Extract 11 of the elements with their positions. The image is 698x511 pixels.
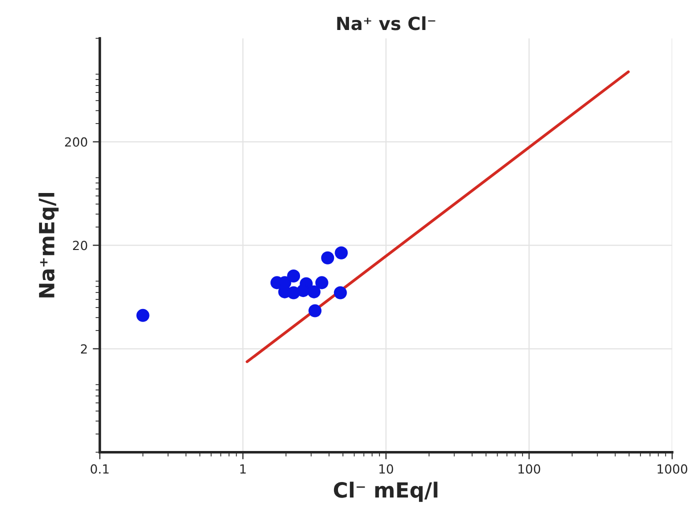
y-tick-label: 2 [80, 344, 87, 354]
chart-title: Na⁺ vs Cl⁻ [337, 16, 436, 30]
y-tick-label: 200 [65, 137, 88, 147]
y-axis-title: Na⁺mEq/l [38, 192, 59, 298]
x-tick-label: 100 [518, 464, 540, 474]
x-tick-label: 10 [379, 464, 394, 474]
y-tick-label: 20 [73, 240, 88, 250]
x-axis-title: Cl⁻ mEq/l [334, 482, 438, 502]
x-tick-label: 1000 [658, 464, 688, 474]
x-tick-label: 1 [240, 464, 246, 474]
x-tick-label: 0.1 [90, 464, 109, 474]
